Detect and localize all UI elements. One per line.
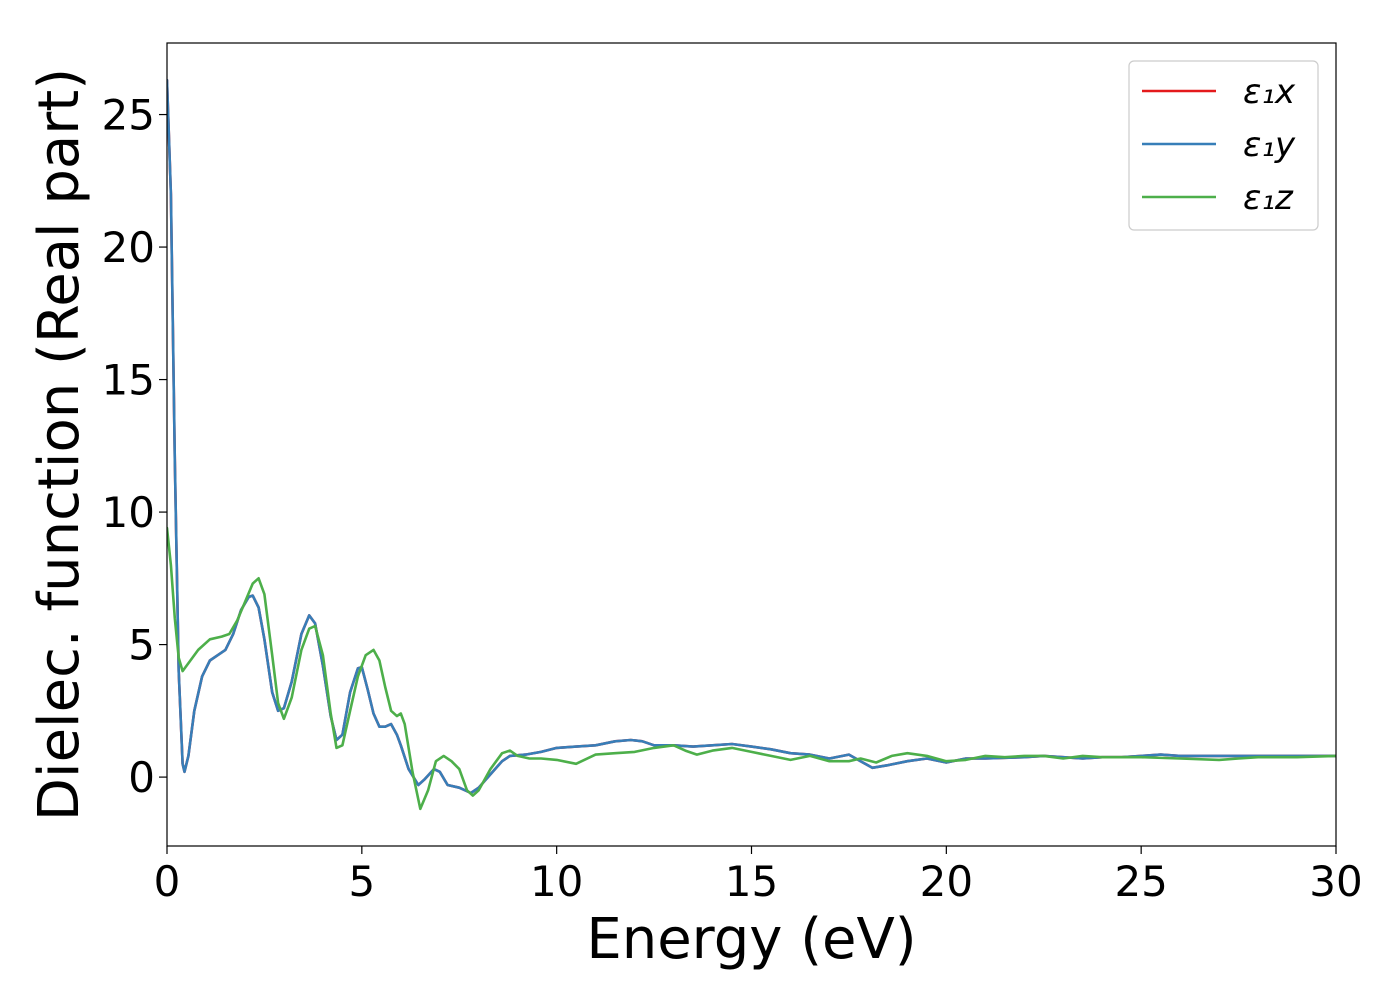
x-tick-label: 20 — [920, 857, 973, 906]
x-tick-label: 15 — [725, 857, 778, 906]
legend-label-2: ε₁y — [1243, 125, 1296, 165]
series-line-3 — [167, 526, 1336, 811]
y-tick-label: 15 — [102, 356, 155, 405]
x-tick-label: 30 — [1309, 857, 1362, 906]
series-lines — [167, 78, 1336, 811]
x-tick-label: 0 — [154, 857, 181, 906]
y-tick-label: 5 — [128, 621, 155, 670]
x-axis-title: Energy (eV) — [586, 907, 916, 972]
x-tick-label: 5 — [348, 857, 375, 906]
legend-label-3: ε₁z — [1243, 178, 1294, 218]
y-axis-title: Dielec. function (Real part) — [27, 68, 92, 821]
x-tick-label: 25 — [1114, 857, 1167, 906]
x-axis-ticks: 0 5 10 15 20 25 30 — [154, 846, 1363, 906]
y-axis-ticks: 0 5 10 15 20 25 — [102, 91, 167, 802]
y-tick-label: 20 — [102, 223, 155, 272]
y-tick-label: 25 — [102, 91, 155, 140]
x-tick-label: 10 — [530, 857, 583, 906]
legend-box — [1128, 60, 1319, 231]
y-tick-label: 10 — [102, 488, 155, 537]
y-tick-label: 0 — [128, 753, 155, 802]
legend: ε₁x ε₁y ε₁z — [1128, 60, 1319, 231]
legend-label-1: ε₁x — [1243, 72, 1296, 112]
